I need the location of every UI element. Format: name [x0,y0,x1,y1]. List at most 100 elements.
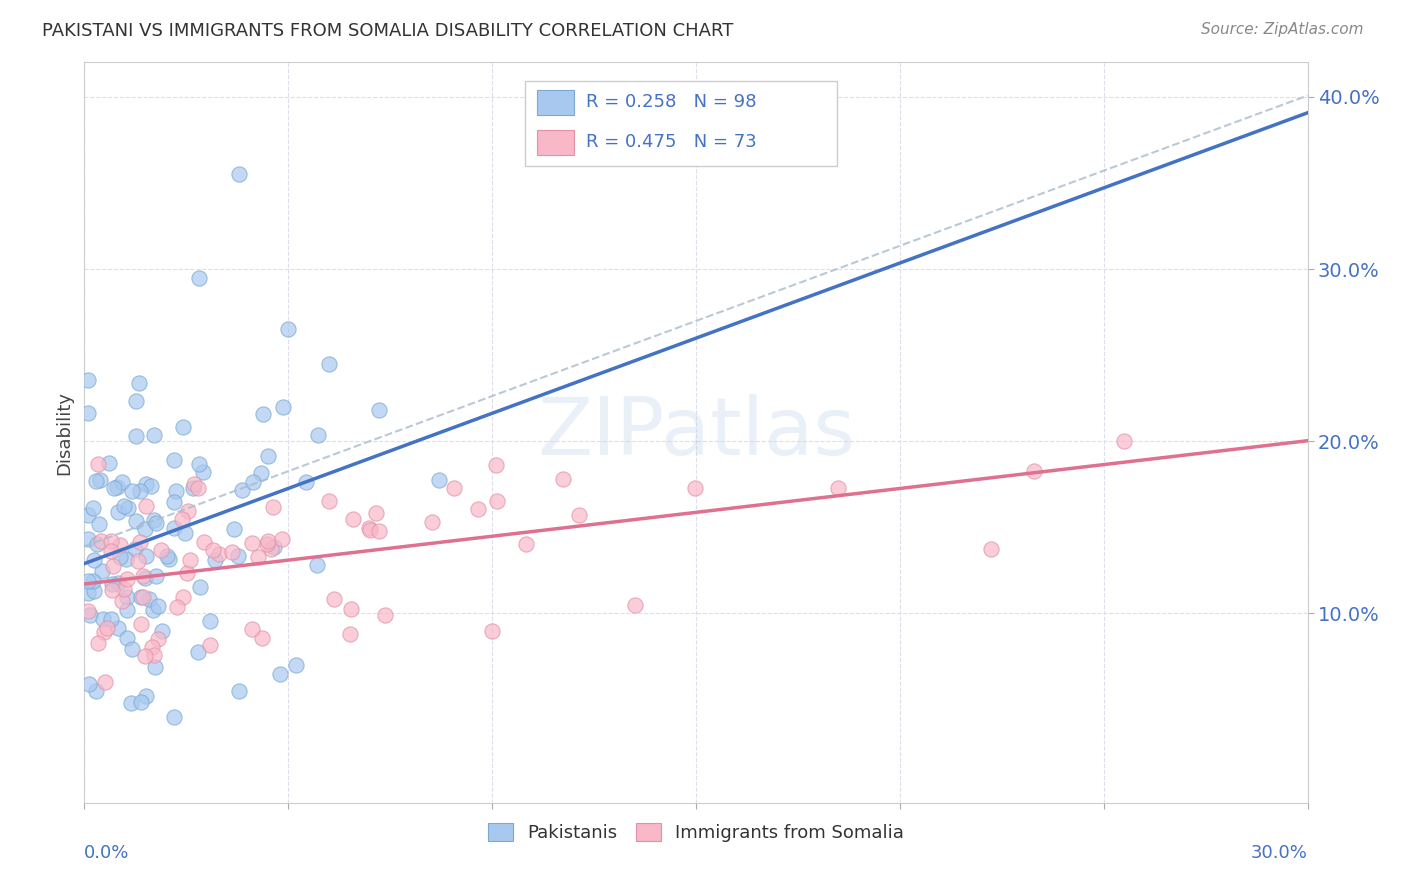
Point [252,407,274,421]
FancyBboxPatch shape [537,130,574,155]
Point [226,549,249,563]
Point [277,322,299,336]
Point [156,549,179,563]
Point [125,514,148,528]
FancyBboxPatch shape [524,81,837,166]
Point [359,521,381,535]
Point [307,428,329,442]
Point [163,709,186,723]
Point [271,400,294,414]
FancyBboxPatch shape [537,90,574,115]
Point [157,551,180,566]
Point [90,533,112,548]
Point [827,481,849,495]
Point [342,512,364,526]
Point [142,603,165,617]
Point [84,474,107,488]
Point [120,696,142,710]
Point [207,547,229,561]
Point [107,621,129,635]
Point [486,493,509,508]
Point [129,695,152,709]
Point [87,636,110,650]
Text: ZIPatlas: ZIPatlas [537,393,855,472]
Point [77,508,100,522]
Point [322,591,344,606]
Point [77,373,100,387]
Point [128,376,150,390]
Point [145,569,167,583]
Point [228,684,250,698]
Point [228,167,250,181]
Point [124,429,146,443]
Point [187,645,209,659]
Point [201,542,224,557]
Point [124,394,146,409]
Point [163,453,186,467]
Point [150,624,173,638]
Point [89,473,111,487]
Point [93,675,115,690]
Point [129,483,152,498]
Point [108,549,131,564]
Point [110,538,132,552]
Point [146,632,169,647]
Point [121,642,143,657]
Point [135,499,157,513]
Point [83,553,105,567]
Point [82,500,104,515]
Point [131,591,153,605]
Point [87,457,110,471]
Point [683,481,706,495]
Point [429,473,451,487]
Point [101,582,124,597]
Point [121,484,143,499]
Point [222,522,245,536]
Point [134,571,156,585]
Point [256,536,278,550]
Text: R = 0.258   N = 98: R = 0.258 N = 98 [586,93,756,111]
Point [204,553,226,567]
Point [484,458,506,473]
Point [176,566,198,580]
Point [105,480,128,494]
Point [170,512,193,526]
Point [93,625,115,640]
Point [129,590,152,604]
Point [257,534,280,549]
Point [129,616,152,631]
Text: 0.0%: 0.0% [84,844,129,862]
Point [163,495,186,509]
Point [145,516,167,530]
Point [124,542,146,557]
Point [112,500,135,514]
Point [176,504,198,518]
Point [132,569,155,583]
Point [187,481,209,495]
Point [115,603,138,617]
Point [231,483,253,497]
Point [262,500,284,514]
Text: 30.0%: 30.0% [1251,844,1308,862]
Point [257,449,280,463]
Point [107,505,129,519]
Point [285,658,308,673]
Point [115,590,138,604]
Point [420,515,443,529]
Point [443,481,465,495]
Point [187,270,209,285]
Point [77,604,100,618]
Point [77,586,100,600]
Point [1024,464,1046,478]
Point [221,545,243,559]
Point [200,639,222,653]
Point [84,684,107,698]
Point [103,482,125,496]
Point [146,599,169,614]
Point [127,554,149,568]
Point [115,572,138,586]
Point [86,537,108,551]
Point [101,558,124,573]
Point [368,403,391,417]
Point [134,648,156,663]
